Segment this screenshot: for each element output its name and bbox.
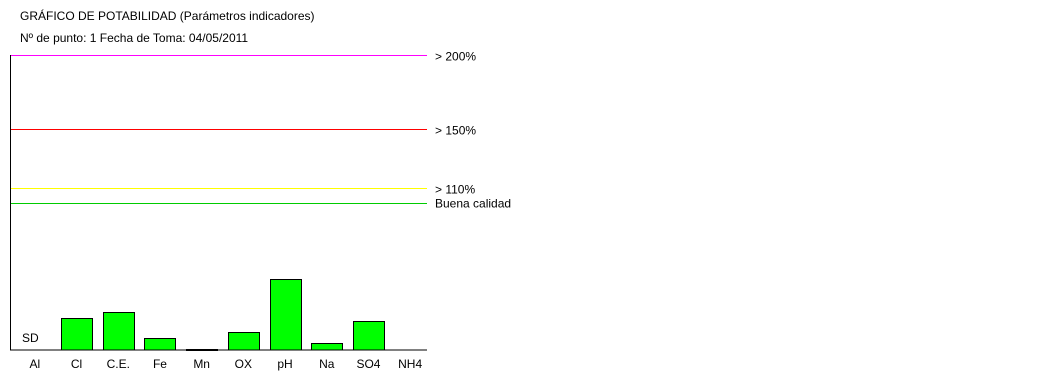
value-label: SD [22,331,39,345]
category-label: C.E. [107,357,130,371]
chart-subtitle: Nº de punto: 1 Fecha de Toma: 04/05/2011 [20,31,249,45]
reference-label: > 110% [435,183,475,197]
bar-ce [103,312,135,351]
category-label: Al [30,357,41,371]
category-label: SO4 [356,357,380,371]
category-label: NH4 [398,357,422,371]
bar-so4 [353,321,385,351]
bar-ph [270,279,302,351]
category-label: Mn [193,357,210,371]
category-label: Cl [71,357,82,371]
category-label: Fe [153,357,167,371]
chart-title: GRÁFICO DE POTABILIDAD (Parámetros indic… [20,9,315,23]
category-label: pH [277,357,292,371]
bar-ox [228,332,260,351]
category-label: OX [235,357,252,371]
reference-label: Buena calidad [435,197,511,211]
bar-cl [61,318,93,351]
category-label: Na [319,357,335,371]
bar-fe [144,338,176,351]
reference-label: > 150% [435,124,476,138]
reference-label: > 200% [435,50,476,64]
bar-na [311,343,343,351]
